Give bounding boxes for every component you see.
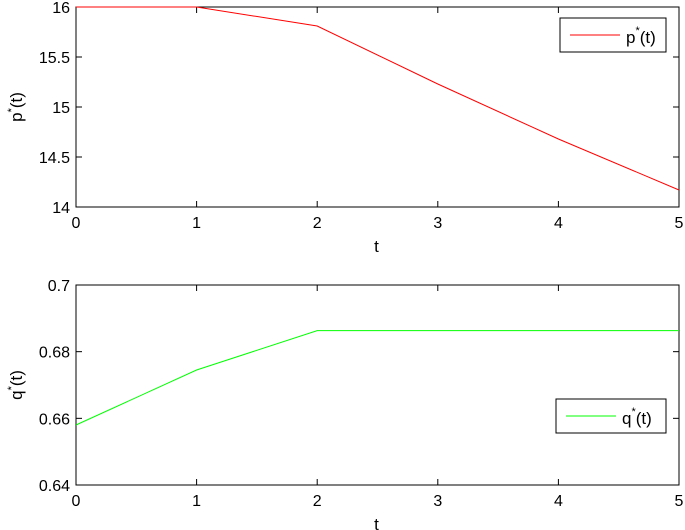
series-line-1-1 [76, 6, 680, 191]
legend-label-sup: * [635, 25, 640, 37]
plot-area [75, 284, 680, 486]
x-tick-label: 2 [313, 493, 322, 510]
x-tick-label: 1 [192, 493, 201, 510]
y-tick-label: 15.5 [39, 50, 70, 67]
y-tick-label: 14 [52, 200, 70, 217]
y-tick-label: 0.64 [39, 478, 70, 495]
y-axis-label-sup: * [6, 107, 18, 112]
legend-label-base: p [626, 28, 635, 47]
legend-label-arg: (t) [640, 28, 656, 47]
x-tick-label: 5 [675, 493, 684, 510]
x-tick-label: 5 [675, 215, 684, 232]
y-tick-label: 16 [52, 0, 70, 17]
x-axis-label: t [374, 515, 379, 530]
legend-label: p*(t) [626, 25, 656, 47]
y-tick-label: 0.66 [39, 411, 70, 428]
x-tick-label: 2 [313, 215, 322, 232]
legend-label: q*(t) [622, 406, 652, 428]
y-tick-label: 14.5 [39, 150, 70, 167]
x-tick-label: 1 [192, 215, 201, 232]
series-line-2-1 [75, 330, 679, 426]
y-axis-label-base: p [7, 112, 26, 121]
x-axis-label: t [374, 237, 379, 256]
x-tick-label: 3 [433, 493, 442, 510]
y-tick-label: 0.7 [48, 278, 70, 295]
x-tick-label: 0 [72, 215, 81, 232]
y-axis-label-arg: (t) [7, 92, 26, 108]
legend-label-base: q [622, 409, 631, 428]
x-tick-label: 4 [554, 493, 563, 510]
chart-panel-2: 0 1 2 3 4 50.640.660.680.7tq*(t)q*(t) [6, 278, 684, 530]
y-tick-label: 15 [52, 100, 70, 117]
x-tick-label: 3 [433, 215, 442, 232]
y-axis-label-sup: * [6, 385, 18, 390]
legend: q*(t) [555, 398, 667, 434]
y-axis-label: p*(t) [6, 92, 26, 122]
legend: p*(t) [559, 17, 667, 53]
legend-label-sup: * [631, 406, 636, 418]
x-tick-label: 4 [554, 215, 563, 232]
x-tick-label: 0 [72, 493, 81, 510]
y-axis-label-arg: (t) [7, 370, 26, 386]
legend-label-arg: (t) [636, 409, 652, 428]
y-tick-label: 0.68 [39, 345, 70, 362]
y-axis-label-base: q [7, 390, 26, 399]
y-axis-label: q*(t) [6, 370, 26, 400]
